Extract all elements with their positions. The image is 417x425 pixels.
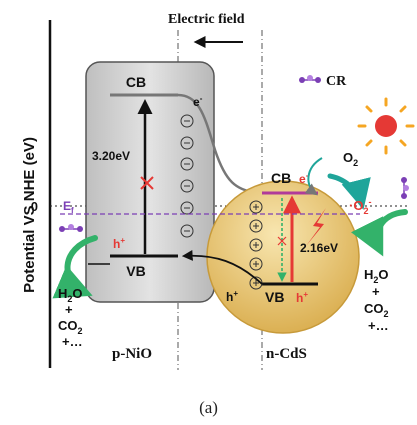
- nio-hole-label: h+: [113, 236, 125, 251]
- nio-band-bending: [177, 93, 263, 195]
- nio-blocked-x-icon: [140, 176, 154, 190]
- cr-legend-label: CR: [326, 74, 347, 89]
- nio-cb-label: CB: [126, 74, 146, 90]
- left-product-more: +…: [62, 334, 83, 349]
- fermi-level-label: Ef: [63, 199, 74, 215]
- nio-name-label: p-NiO: [112, 346, 152, 362]
- left-green-arrow: [52, 235, 98, 299]
- figure-caption: (a): [199, 398, 218, 417]
- nio-vb-label: VB: [126, 263, 145, 279]
- cds-name-label: n-CdS: [266, 346, 307, 362]
- cds-electron-label: e-: [299, 171, 309, 186]
- left-product-plus: +: [65, 302, 73, 317]
- cr-molecule-right-icon: [401, 177, 409, 199]
- nio-gap-label: 3.20eV: [92, 149, 130, 163]
- sun-icon: [357, 97, 415, 155]
- electric-field-label: Electric field: [168, 12, 245, 27]
- cds-particle: [206, 180, 360, 334]
- nio-hole-bottom-label: h+: [226, 289, 238, 304]
- cds-cb-label: CB: [271, 170, 291, 186]
- space-charge-negative: [180, 114, 194, 238]
- right-product-h2o: H2O: [364, 267, 389, 285]
- cds-blocked-x-icon: [277, 236, 287, 246]
- cr-molecule-left-icon: [59, 224, 83, 232]
- electron-to-o2-arrow: [304, 157, 323, 196]
- left-products: H2O + CO2 +…: [58, 286, 83, 349]
- y-axis-label: Potential VS NHE (eV): [21, 137, 38, 293]
- cr-molecule-legend-icon: [299, 75, 321, 83]
- space-charge-positive: [249, 200, 263, 290]
- cds-hole-label: h+: [296, 290, 308, 305]
- right-product-co2: CO2: [364, 301, 389, 319]
- nio-block: [85, 61, 215, 303]
- right-green-arrow: [351, 209, 408, 257]
- o2-reduction-arrow: [327, 173, 371, 210]
- cds-vb-label: VB: [265, 289, 284, 305]
- superoxide-label: ·O2-: [349, 197, 371, 216]
- cds-gap-label: 2.16eV: [300, 241, 338, 255]
- right-products: H2O + CO2 +…: [364, 267, 389, 333]
- nio-electron-label: e-: [193, 94, 203, 109]
- right-product-plus: +: [372, 284, 380, 299]
- left-product-h2o: H2O: [58, 286, 83, 304]
- hole-transfer-arrow: [181, 250, 263, 285]
- left-product-co2: CO2: [58, 318, 83, 336]
- right-product-more: +…: [368, 318, 389, 333]
- zero-tick-label: 0: [31, 199, 38, 214]
- o2-label: O2: [343, 150, 358, 168]
